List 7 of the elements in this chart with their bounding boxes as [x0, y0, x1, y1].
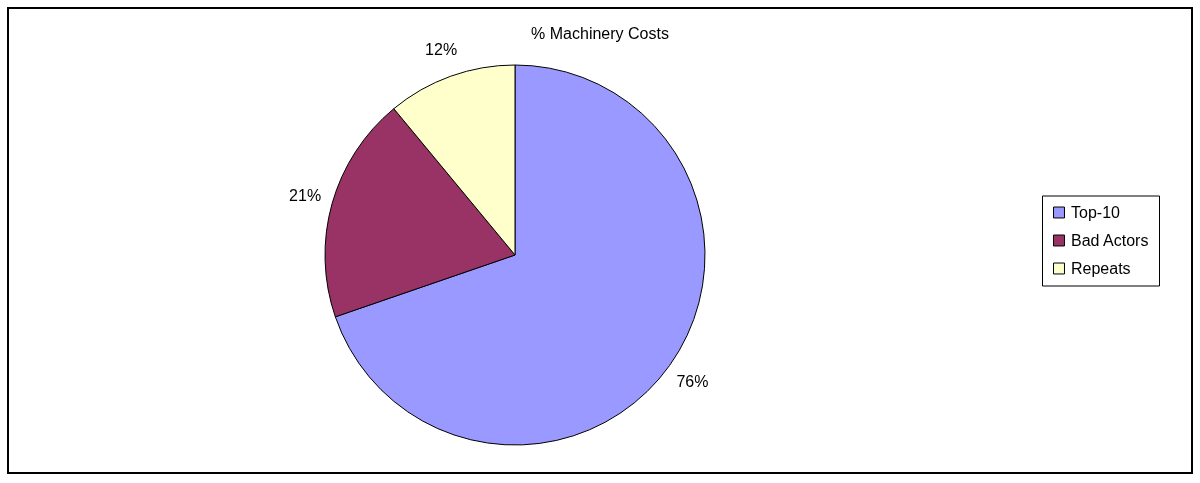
legend-label: Top-10 [1071, 203, 1121, 221]
data-label: 21% [289, 187, 322, 205]
legend-label: Repeats [1071, 259, 1131, 277]
chart-title: % Machinery Costs [531, 25, 669, 42]
data-label: 12% [425, 40, 458, 58]
data-label: 76% [676, 372, 709, 390]
legend-label: Bad Actors [1071, 231, 1149, 249]
